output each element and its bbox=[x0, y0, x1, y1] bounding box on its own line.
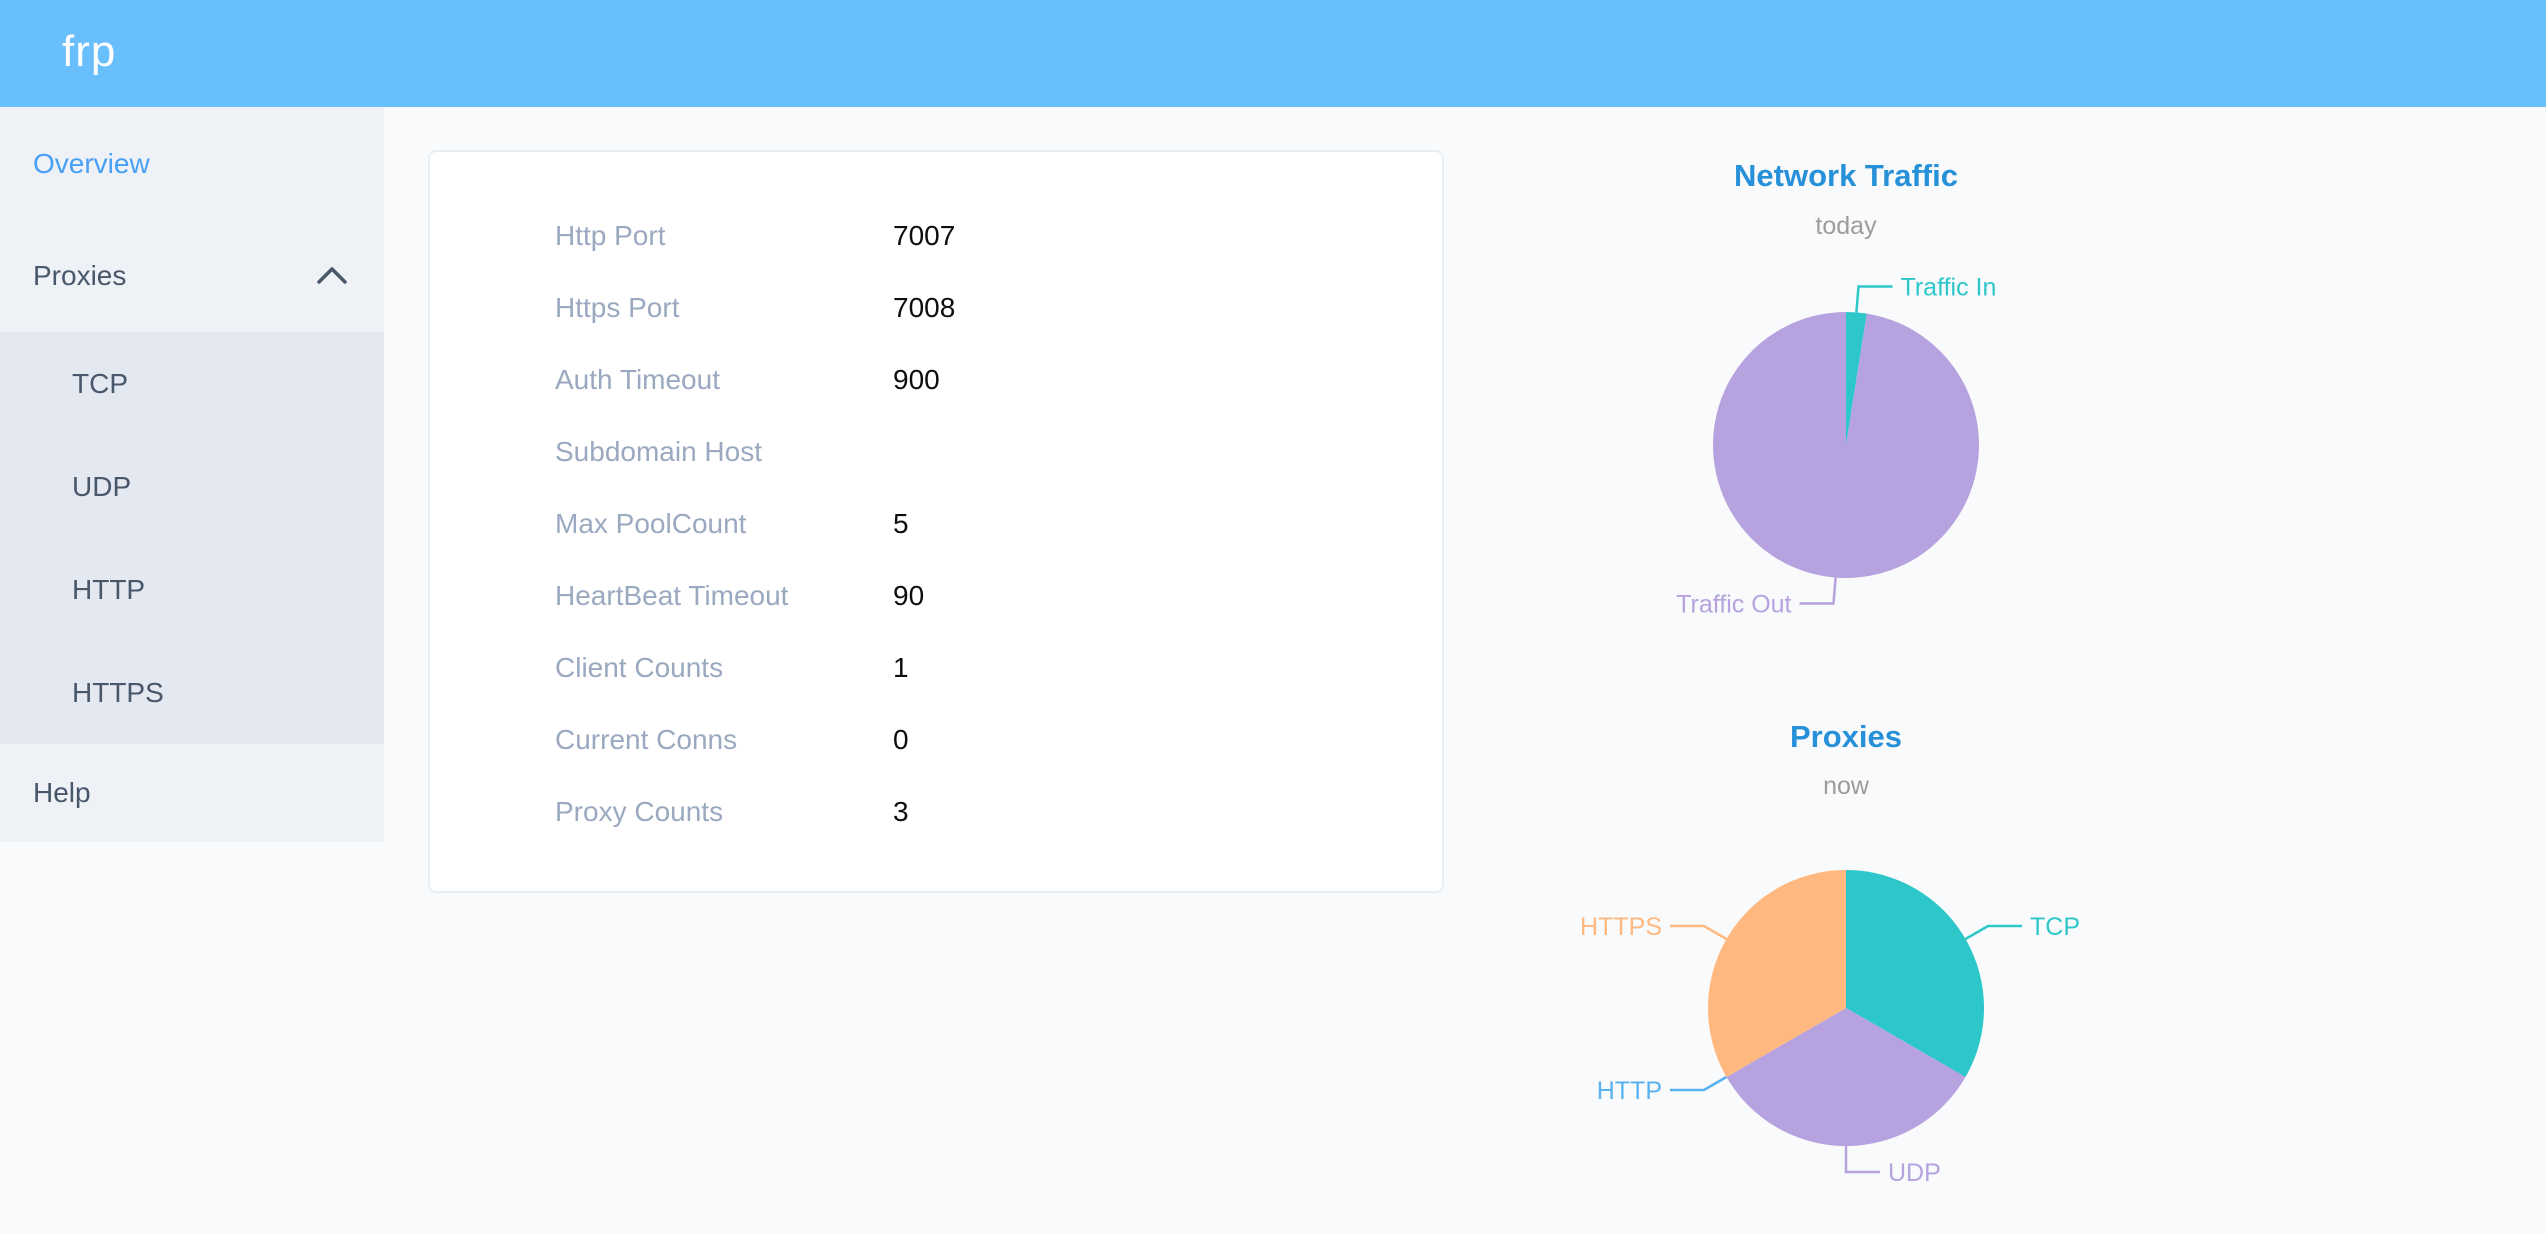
network-traffic-chart-subtitle: today bbox=[1815, 212, 1877, 240]
info-row-auth-timeout: Auth Timeout 900 bbox=[430, 344, 1442, 416]
pie-slice-traffic-out[interactable] bbox=[1712, 311, 1979, 578]
chevron-up-icon bbox=[317, 260, 347, 292]
app-header: frp bbox=[0, 0, 2546, 107]
sidebar-item-overview-label: Overview bbox=[33, 147, 150, 179]
pie-label-line-http bbox=[1670, 1075, 1728, 1092]
info-label: Http Port bbox=[555, 220, 666, 251]
info-value: 0 bbox=[893, 724, 909, 755]
info-row-client-counts: Client Counts 1 bbox=[430, 632, 1442, 704]
network-traffic-pie-chart: Traffic In Traffic Out bbox=[1676, 273, 1997, 618]
info-value: 90 bbox=[893, 580, 925, 611]
proxies-pie-chart: TCP UDP HTTP HTTPS bbox=[1580, 870, 2080, 1187]
pie-label-line-tcp bbox=[1964, 924, 2022, 941]
pie-slice-label-udp: UDP bbox=[1888, 1159, 1941, 1187]
pie-slice-label-https: HTTPS bbox=[1580, 913, 1662, 941]
info-row-http-port: Http Port 7007 bbox=[430, 200, 1442, 272]
info-row-subdomain-host: Subdomain Host bbox=[430, 416, 1442, 488]
pie-slice-label-traffic-out: Traffic Out bbox=[1676, 590, 1791, 618]
info-label: Max PoolCount bbox=[555, 508, 747, 539]
info-value: 1 bbox=[893, 652, 909, 683]
pie-label-line-traffic-out bbox=[1799, 577, 1837, 605]
info-label: Proxy Counts bbox=[555, 796, 724, 827]
server-info-card: Http Port 7007 Https Port 7008 Auth Time… bbox=[428, 150, 1444, 893]
app-logo[interactable]: frp bbox=[62, 27, 117, 76]
info-label: Https Port bbox=[555, 292, 680, 323]
sidebar-item-proxies[interactable]: Proxies bbox=[0, 220, 384, 332]
sidebar-item-https-label: HTTPS bbox=[72, 676, 164, 708]
info-row-https-port: Https Port 7008 bbox=[430, 272, 1442, 344]
info-row-proxy-counts: Proxy Counts 3 bbox=[430, 776, 1442, 848]
info-label: HeartBeat Timeout bbox=[555, 580, 789, 611]
info-row-max-poolcount: Max PoolCount 5 bbox=[430, 488, 1442, 560]
network-traffic-chart-title: Network Traffic bbox=[1734, 158, 1958, 193]
pie-slice-label-tcp: TCP bbox=[2030, 913, 2080, 941]
pie-slice-label-traffic-in: Traffic In bbox=[1901, 273, 1997, 301]
sidebar-item-overview[interactable]: Overview bbox=[0, 107, 384, 220]
proxies-submenu: TCP UDP HTTP HTTPS bbox=[0, 332, 384, 744]
proxies-chart-title: Proxies bbox=[1789, 719, 1902, 754]
sidebar-item-tcp[interactable]: TCP bbox=[0, 332, 384, 435]
info-value: 900 bbox=[893, 364, 940, 395]
sidebar: Overview Proxies TCP UDP HTTP HTTPS Help bbox=[0, 107, 384, 842]
info-label: Current Conns bbox=[555, 724, 738, 755]
sidebar-item-http[interactable]: HTTP bbox=[0, 538, 384, 641]
sidebar-item-help[interactable]: Help bbox=[0, 744, 384, 841]
info-label: Subdomain Host bbox=[555, 436, 763, 467]
info-value: 3 bbox=[893, 796, 909, 827]
info-row-heartbeat-timeout: HeartBeat Timeout 90 bbox=[430, 560, 1442, 632]
pie-slice-udp[interactable] bbox=[1726, 1008, 1966, 1146]
info-value: 7008 bbox=[893, 292, 956, 323]
pie-label-line-udp bbox=[1844, 1146, 1880, 1174]
info-value: 5 bbox=[893, 508, 909, 539]
pie-slice-label-http: HTTP bbox=[1597, 1077, 1662, 1105]
sidebar-item-udp[interactable]: UDP bbox=[0, 435, 384, 538]
pie-label-line-https bbox=[1670, 924, 1728, 941]
sidebar-item-tcp-label: TCP bbox=[72, 367, 128, 399]
info-row-current-conns: Current Conns 0 bbox=[430, 704, 1442, 776]
proxies-chart-subtitle: now bbox=[1823, 772, 1869, 800]
info-label: Client Counts bbox=[555, 652, 724, 683]
pie-label-line-traffic-in bbox=[1855, 285, 1893, 313]
sidebar-item-proxies-label: Proxies bbox=[33, 260, 127, 291]
sidebar-item-udp-label: UDP bbox=[72, 470, 132, 502]
info-label: Auth Timeout bbox=[555, 364, 720, 395]
pie-slice-traffic-in[interactable] bbox=[1846, 312, 1867, 445]
pie-slice-https[interactable] bbox=[1708, 870, 1846, 1077]
sidebar-item-http-label: HTTP bbox=[72, 573, 146, 605]
info-value: 7007 bbox=[893, 220, 956, 251]
sidebar-item-help-label: Help bbox=[33, 776, 91, 808]
pie-slice-tcp[interactable] bbox=[1846, 870, 1984, 1077]
sidebar-item-https[interactable]: HTTPS bbox=[0, 641, 384, 744]
